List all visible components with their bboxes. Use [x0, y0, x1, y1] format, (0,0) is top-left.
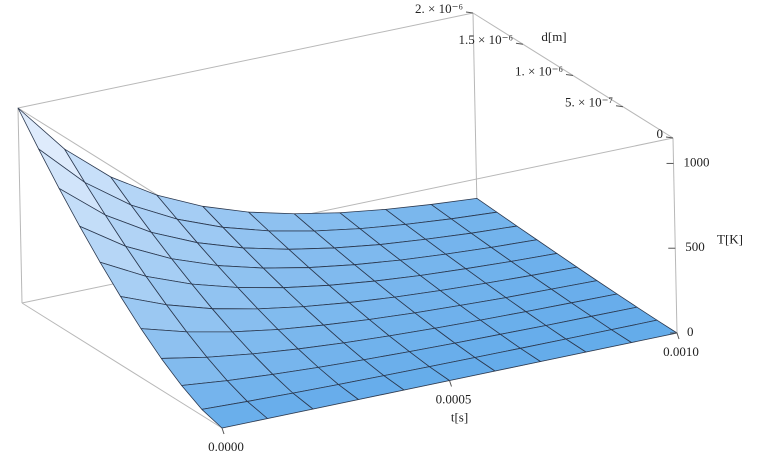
- box-edge: [472, 12, 478, 209]
- surface: [17, 107, 678, 429]
- z-tick-label: 0: [687, 324, 694, 339]
- x-tick: [449, 380, 452, 387]
- y-tick: [615, 105, 624, 108]
- x-tick-label: 0.0005: [436, 391, 472, 406]
- z-axis-label: T[K]: [717, 231, 743, 246]
- y-tick-label: 5. × 10⁻⁷: [565, 95, 613, 110]
- x-tick: [676, 332, 680, 340]
- x-tick-label: 0.0010: [663, 344, 699, 359]
- labels: 0.0000 0.0005 0.0010 0 5. × 10⁻⁷ 1. × 10⁻⁶ 1.5…: [208, 1, 743, 454]
- box-edge: [672, 137, 678, 334]
- y-tick: [465, 11, 474, 14]
- x-axis-label: t[s]: [451, 409, 468, 424]
- box-edge: [17, 12, 474, 109]
- y-tick-label: 2. × 10⁻⁶: [415, 1, 463, 16]
- y-axis-label: d[m]: [541, 29, 566, 44]
- box-edge: [21, 302, 223, 429]
- x-tick-label: 0.0000: [208, 439, 244, 454]
- x-tick: [221, 427, 225, 435]
- z-tick-label: 500: [685, 239, 705, 254]
- y-tick-label: 1.5 × 10⁻⁶: [459, 32, 513, 47]
- surface-patch: [611, 319, 678, 343]
- y-tick: [515, 42, 524, 45]
- y-tick-label: 0: [657, 126, 664, 141]
- y-tick: [565, 74, 574, 76]
- y-tick-label: 1. × 10⁻⁶: [515, 63, 563, 78]
- y-tick: [665, 136, 674, 139]
- z-tick-label: 1000: [684, 154, 710, 169]
- box-edge: [17, 107, 23, 304]
